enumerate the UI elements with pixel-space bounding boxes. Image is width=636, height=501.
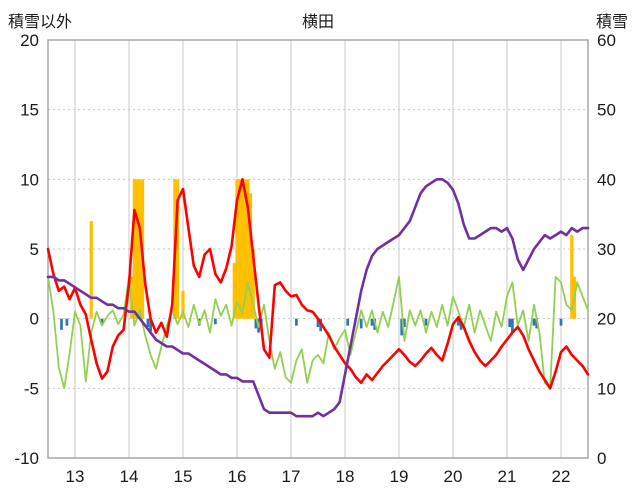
x-axis-tick-label: 17 xyxy=(282,467,301,486)
blue-bars xyxy=(403,318,406,328)
x-axis-tick-label: 14 xyxy=(120,467,139,486)
right-axis-tick-label: 50 xyxy=(597,101,616,120)
blue-bars xyxy=(511,318,514,333)
blue-bars xyxy=(457,318,460,326)
blue-bars xyxy=(535,318,539,329)
blue-bars xyxy=(508,318,512,328)
x-axis-tick-label: 21 xyxy=(498,467,517,486)
orange-bars xyxy=(132,179,137,319)
orange-bars xyxy=(181,290,185,319)
orange-bars xyxy=(246,179,250,319)
left-axis-tick-label: 5 xyxy=(30,240,39,259)
x-axis-tick-label: 13 xyxy=(66,467,85,486)
orange-bars xyxy=(138,179,142,319)
blue-bars xyxy=(400,318,404,336)
x-axis-tick-label: 15 xyxy=(174,467,193,486)
orange-bars xyxy=(570,235,574,319)
right-axis-title: 積雪 xyxy=(595,14,628,31)
blue-bars xyxy=(214,318,217,325)
right-axis-tick-label: 30 xyxy=(597,240,616,259)
left-axis-tick-label: -10 xyxy=(14,449,39,468)
left-axis-tick-label: 0 xyxy=(30,310,39,329)
x-axis-tick-label: 19 xyxy=(390,467,409,486)
blue-bars xyxy=(359,318,363,329)
orange-bars xyxy=(240,179,245,319)
blue-bars xyxy=(316,318,320,328)
orange-bars xyxy=(135,179,139,319)
x-axis-tick-label: 22 xyxy=(552,467,571,486)
blue-bars xyxy=(100,318,104,325)
left-axis-tick-label: 20 xyxy=(20,31,39,50)
right-axis-tick-label: 20 xyxy=(597,310,616,329)
red-line xyxy=(46,178,590,390)
orange-bars xyxy=(89,221,93,319)
blue-bars xyxy=(146,318,150,328)
blue-bars xyxy=(149,318,152,332)
blue-bars xyxy=(559,318,563,326)
orange-bars xyxy=(232,262,236,319)
blue-bars xyxy=(295,318,298,326)
blue-bars xyxy=(370,318,374,326)
orange-bars xyxy=(235,179,239,319)
right-axis-tick-label: 10 xyxy=(597,379,616,398)
x-axis-tick-label: 16 xyxy=(228,467,247,486)
left-axis-tick-label: 10 xyxy=(20,170,39,189)
orange-bars xyxy=(175,179,180,319)
right-axis-tick-label: 0 xyxy=(597,449,606,468)
chart-title: 横田 xyxy=(301,14,334,31)
blue-bars xyxy=(60,318,63,330)
orange-bars xyxy=(248,193,253,319)
blue-bars xyxy=(532,318,536,326)
right-axis-tick-label: 60 xyxy=(597,31,616,50)
blue-bars xyxy=(65,318,69,326)
right-axis-tick-label: 40 xyxy=(597,170,616,189)
x-axis-tick-label: 20 xyxy=(444,467,463,486)
left-axis-tick-label: 15 xyxy=(20,101,39,120)
orange-bars xyxy=(251,249,255,319)
purple-line xyxy=(46,178,590,418)
orange-bars xyxy=(243,179,247,319)
left-axis-title: 積雪以外 xyxy=(8,14,73,31)
x-axis-tick-label: 18 xyxy=(336,467,355,486)
left-axis-tick-label: -5 xyxy=(24,379,39,398)
blue-bars xyxy=(254,318,258,329)
blue-bars xyxy=(424,318,428,326)
blue-bars xyxy=(346,318,350,326)
orange-bars xyxy=(238,179,242,319)
